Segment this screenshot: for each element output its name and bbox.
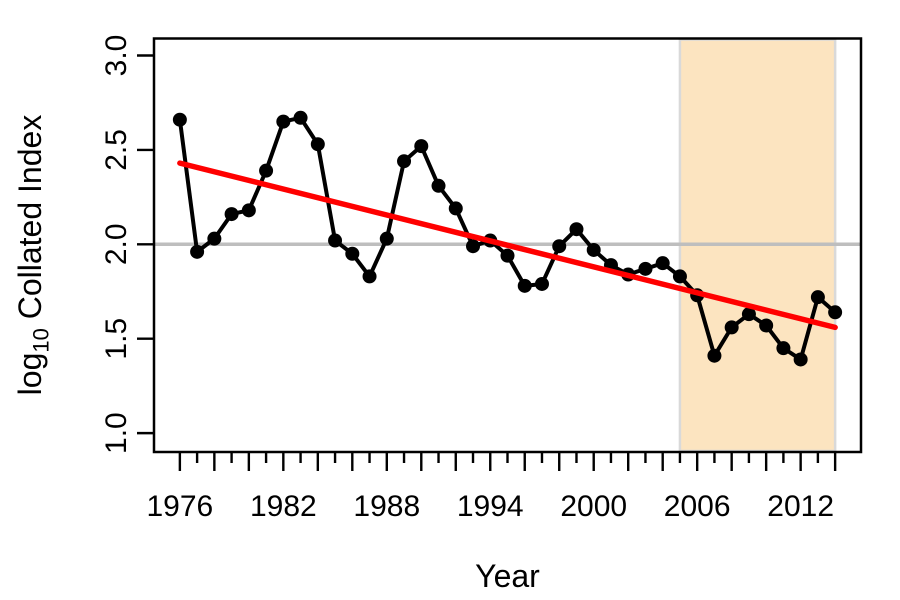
data-point — [259, 163, 274, 178]
data-point — [379, 231, 394, 246]
x-tick-label: 1982 — [250, 490, 317, 523]
x-tick-label: 1988 — [353, 490, 420, 523]
data-point — [397, 154, 412, 169]
data-point — [810, 290, 825, 305]
data-point — [552, 239, 567, 254]
data-point — [741, 307, 756, 322]
data-point — [707, 348, 722, 363]
y-tick-label: 1.5 — [100, 318, 133, 360]
data-point — [655, 256, 670, 271]
y-axis-title-suffix: Collated Index — [12, 114, 48, 329]
y-tick-label: 2.5 — [100, 129, 133, 171]
data-point — [586, 242, 601, 257]
x-tick-label: 2000 — [560, 490, 627, 523]
y-axis-title: log10 Collated Index — [8, 35, 54, 475]
data-point — [207, 231, 222, 246]
data-point — [517, 278, 532, 293]
data-point — [293, 110, 308, 125]
x-tick-label: 2006 — [664, 490, 731, 523]
y-tick-label: 1.0 — [100, 412, 133, 454]
data-point — [466, 239, 481, 254]
data-point — [828, 305, 843, 320]
data-point — [724, 320, 739, 335]
data-point — [776, 341, 791, 356]
data-point — [672, 269, 687, 284]
y-tick-label: 2.0 — [100, 223, 133, 265]
data-point — [414, 139, 429, 154]
data-point — [362, 269, 377, 284]
data-point — [431, 178, 446, 193]
y-axis-title-prefix: log — [12, 352, 48, 396]
x-axis-title: Year — [475, 558, 540, 594]
data-point — [224, 207, 239, 222]
data-point — [172, 112, 187, 127]
x-tick-label: 1976 — [146, 490, 213, 523]
y-tick-label: 3.0 — [100, 35, 133, 77]
data-point — [534, 276, 549, 291]
data-point — [638, 261, 653, 276]
data-point — [310, 137, 325, 152]
y-axis-title-subscript: 10 — [28, 328, 54, 353]
data-point — [759, 318, 774, 333]
data-point — [241, 203, 256, 218]
data-point — [448, 201, 463, 216]
data-point — [190, 244, 205, 259]
trend-line — [177, 160, 838, 331]
data-point — [793, 352, 808, 367]
data-point — [276, 114, 291, 129]
data-point — [500, 248, 515, 263]
data-point — [345, 246, 360, 261]
data-point — [569, 222, 584, 237]
x-tick-label: 2012 — [767, 490, 834, 523]
data-point — [328, 233, 343, 248]
x-tick-label: 1994 — [457, 490, 524, 523]
